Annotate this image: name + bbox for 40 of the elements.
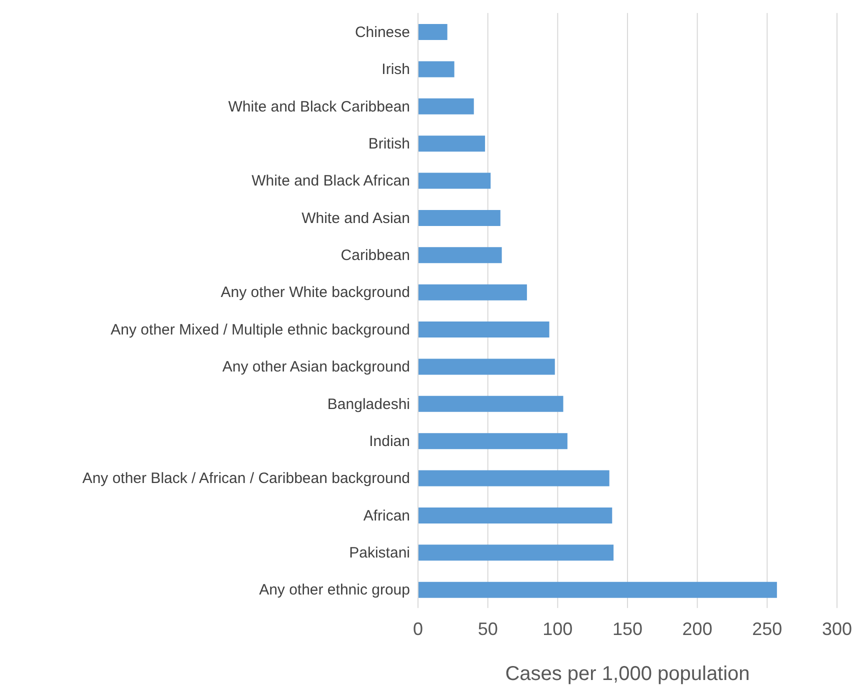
bar	[418, 24, 448, 40]
y-tick-label: White and Black Caribbean	[228, 98, 410, 116]
y-tick-label: Chinese	[354, 24, 410, 41]
bar	[418, 358, 555, 375]
x-tick-label: 100	[542, 618, 573, 639]
y-tick-label: Any other Black / African / Caribbean background	[82, 470, 410, 488]
y-tick-label: Any other Asian background	[222, 358, 410, 376]
y-tick-label: White and Black African	[252, 172, 410, 190]
bar	[418, 322, 550, 338]
x-tick-label: 200	[682, 618, 712, 639]
bar	[418, 582, 777, 598]
y-tick-label: African	[363, 507, 410, 524]
bar	[418, 284, 527, 300]
bar	[418, 61, 454, 78]
x-tick-label: 300	[822, 618, 852, 639]
x-tick-label: 250	[752, 618, 782, 639]
y-tick-label: Bangladeshi	[327, 396, 410, 413]
y-tick-label: Caribbean	[340, 247, 410, 264]
y-tick-label: Irish	[382, 61, 410, 78]
y-tick-label: Any other ethnic group	[259, 582, 410, 599]
bar	[418, 247, 502, 264]
y-tick-label: Pakistani	[349, 544, 410, 562]
bar	[418, 172, 491, 189]
y-tick-label: Any other White background	[220, 284, 410, 302]
bar	[418, 210, 500, 226]
bar	[418, 507, 612, 524]
x-tick-label: 50	[478, 618, 498, 639]
bar	[418, 396, 564, 412]
y-tick-label: Indian	[369, 432, 410, 450]
x-axis-title: Cases per 1,000 population	[505, 663, 750, 685]
bar	[418, 98, 474, 114]
y-tick-label: White and Asian	[302, 210, 410, 227]
y-tick-label: British	[368, 135, 410, 152]
y-tick-label: Any other Mixed / Multiple ethnic background	[110, 321, 410, 338]
x-tick-label: 0	[412, 618, 424, 639]
bar	[418, 136, 486, 152]
bar	[418, 470, 610, 486]
bar	[418, 544, 614, 561]
bar	[418, 433, 568, 450]
x-tick-label: 150	[612, 618, 643, 639]
